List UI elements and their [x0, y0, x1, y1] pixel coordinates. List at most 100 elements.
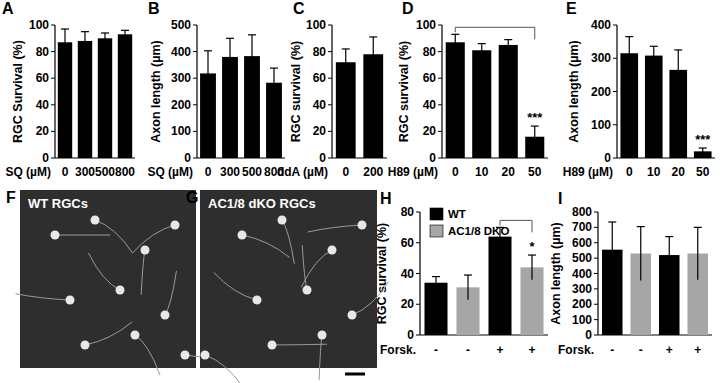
- x-tick-label: +: [666, 343, 673, 357]
- neurite: [319, 335, 322, 380]
- panel-letter: I: [558, 190, 562, 207]
- y-tick-label: 80: [401, 205, 415, 219]
- y-axis: [196, 25, 197, 158]
- panel-b: BAxon length (µm)0100200300400500SQ (µM)…: [147, 0, 285, 179]
- y-tick-label: 300: [572, 282, 592, 296]
- x-axis-label: SQ (µM): [5, 165, 51, 179]
- cell-body: [141, 246, 150, 255]
- error-cap: [101, 32, 109, 33]
- error-cap: [270, 67, 278, 68]
- x-axis-label: ddA (µM): [277, 165, 328, 179]
- y-axis-label: Axon length (µm): [567, 40, 581, 142]
- y-axis-label: RGC survival (%): [289, 41, 303, 142]
- x-tick-label: 300: [220, 165, 240, 179]
- legend-swatch: [430, 225, 443, 237]
- panel-letter: D: [402, 0, 414, 17]
- marks: [336, 37, 383, 158]
- marks: [58, 29, 132, 158]
- error-cap: [61, 28, 69, 29]
- error-line: [251, 35, 252, 78]
- marks: [602, 222, 708, 335]
- y-axis: [331, 25, 332, 158]
- error-line: [531, 255, 532, 280]
- figure: ARGC Survival (%)020406080100SQ (µM)0300…: [0, 0, 720, 383]
- y-axis: [419, 212, 420, 335]
- y-tick-label: 60: [36, 71, 50, 85]
- y-tick-label: 60: [423, 71, 437, 85]
- cell-body: [161, 311, 170, 320]
- y-tick-label: 0: [585, 328, 592, 342]
- y-tick-label: 500: [572, 251, 592, 265]
- error-cap: [694, 227, 702, 228]
- neurite: [165, 271, 176, 315]
- bar: [645, 56, 663, 158]
- x-tick-label: 0: [62, 165, 69, 179]
- error-cap: [81, 31, 89, 32]
- panel-a: ARGC Survival (%)020406080100SQ (µM)0300…: [2, 0, 135, 179]
- x-tick-label: 10: [647, 165, 661, 179]
- y-tick-label: 400: [591, 18, 611, 32]
- neurite: [302, 245, 307, 290]
- image-background: [200, 190, 377, 368]
- error-bar: [665, 237, 673, 274]
- cell-body: [51, 231, 60, 240]
- marks: [620, 37, 711, 158]
- cell-body: [181, 351, 190, 360]
- error-bar: [637, 227, 645, 281]
- micrograph: GAC1/8 dKO RGCs: [186, 189, 389, 383]
- y-tick-label: 0: [184, 151, 191, 165]
- y-tick-label: 800: [572, 205, 592, 219]
- panel-letter: H: [380, 190, 392, 207]
- y-tick-label: 40: [36, 98, 50, 112]
- x-tick-label: 500: [95, 165, 115, 179]
- x-axis-label: H89 (µM): [388, 165, 438, 179]
- y-tick-label: 400: [572, 267, 592, 281]
- error-line: [653, 46, 654, 65]
- cell-body: [318, 331, 327, 340]
- y-tick-label: 0: [407, 328, 414, 342]
- error-cap: [248, 34, 256, 35]
- error-line: [467, 275, 468, 300]
- error-cap: [665, 236, 673, 237]
- y-tick-label: 0: [319, 151, 326, 165]
- x-tick-label: -: [434, 343, 438, 357]
- y-axis-label: Axon length (µm): [149, 40, 163, 142]
- cell-body: [81, 341, 90, 350]
- cell-body: [278, 216, 287, 225]
- x-tick-label: +: [528, 343, 535, 357]
- panel-letter: E: [566, 0, 577, 17]
- neurite: [95, 220, 133, 253]
- panel-letter: C: [293, 0, 305, 17]
- error-line: [508, 40, 509, 51]
- error-cap: [432, 276, 440, 277]
- y-tick-label: 0: [604, 151, 611, 165]
- x-axis-label: Forsk.: [380, 343, 416, 357]
- y-tick-label: 100: [29, 18, 49, 32]
- y-tick-label: 300: [591, 51, 611, 65]
- error-bar: [432, 277, 440, 289]
- image-background: [20, 190, 196, 368]
- error-cap: [528, 254, 536, 255]
- bar: [118, 34, 132, 158]
- x-tick-label: 0: [452, 165, 459, 179]
- error-bar: [528, 255, 536, 280]
- x-tick-label: +: [496, 343, 503, 357]
- neurite: [16, 294, 70, 300]
- y-tick-label: 500: [171, 18, 191, 32]
- error-bar: [694, 227, 702, 279]
- legend-label: WT: [448, 208, 466, 220]
- neurite: [282, 220, 294, 264]
- legend-label: AC1/8 DKO: [448, 225, 509, 237]
- x-tick-label: 0: [626, 165, 633, 179]
- panel-letter: B: [148, 0, 160, 17]
- significance-label: *: [529, 239, 535, 254]
- significance-label: ***: [695, 132, 711, 147]
- cell-body: [171, 221, 180, 230]
- y-axis-label: RGC survival (%): [397, 41, 411, 142]
- neurite: [308, 225, 362, 232]
- legend-swatch: [430, 208, 443, 220]
- panel-c: CRGC survival (%)020406080100ddA (µM)020…: [277, 0, 387, 179]
- y-tick-label: 100: [171, 124, 191, 138]
- x-tick-label: -: [610, 343, 614, 357]
- y-tick-label: 200: [171, 98, 191, 112]
